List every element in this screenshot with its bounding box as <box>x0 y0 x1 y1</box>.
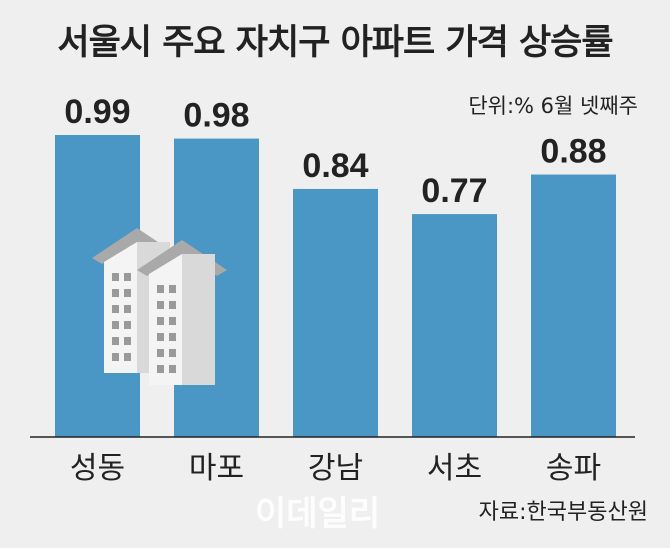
bar-송파 <box>531 174 616 438</box>
watermark: 이데일리 <box>255 494 381 534</box>
data-label: 0.77 <box>421 172 487 210</box>
data-label: 0.98 <box>183 97 249 135</box>
category-label: 마포 <box>189 451 244 486</box>
bar-강남 <box>293 188 378 437</box>
data-label: 0.84 <box>302 147 368 185</box>
building-icon <box>137 240 227 385</box>
category-label: 서초 <box>427 451 482 486</box>
category-label: 성동 <box>70 451 125 486</box>
unit-label: 단위:% 6월 넷째주 <box>468 94 638 118</box>
data-label: 0.99 <box>64 93 130 131</box>
category-label: 송파 <box>546 451 601 486</box>
source-label: 자료:한국부동산원 <box>478 500 648 525</box>
bar-서초 <box>412 214 497 437</box>
data-label: 0.88 <box>540 133 606 171</box>
chart-title: 서울시 주요 자치구 아파트 가격 상승률 <box>57 23 613 63</box>
category-label: 강남 <box>308 451 363 486</box>
